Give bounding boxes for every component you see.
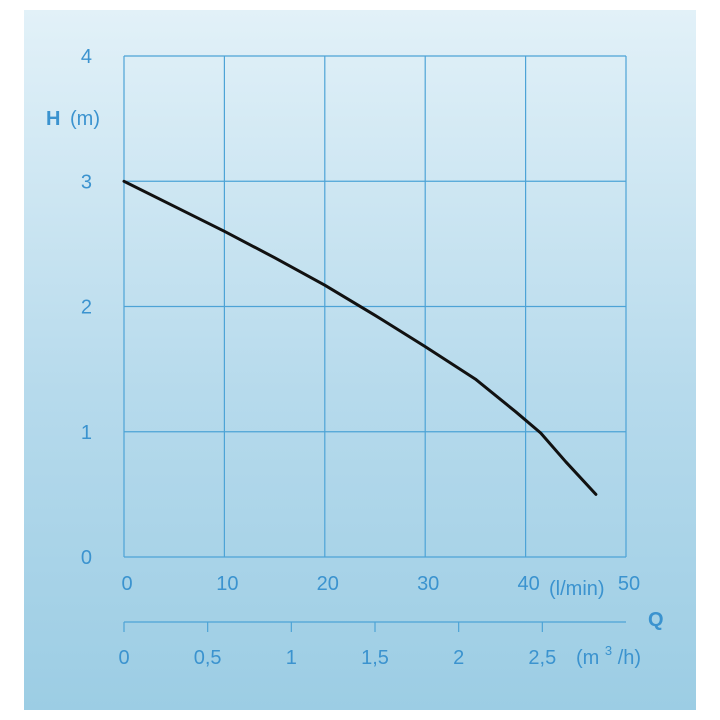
- series-line: [122, 179, 598, 496]
- x-tick-label: 30: [417, 573, 439, 595]
- pump-curve-chart: 0 1 2 3 4 0 10 20 30 40 50 0 0,5 1 1,5 2 2,5 H (m) (l/…: [46, 46, 664, 669]
- x-tick-label: 50: [618, 573, 640, 595]
- x2-unit-sup: 3: [605, 643, 612, 658]
- x2-tick-label: 0: [118, 647, 129, 669]
- x2-axis-unit: (m 3 /h): [576, 638, 641, 669]
- x-tick-label: 0: [121, 573, 132, 595]
- y-axis-label: H (m): [46, 108, 100, 130]
- x2-tick-label: 1: [286, 647, 297, 669]
- x2-tick-label: 0,5: [194, 647, 222, 669]
- x2-unit-tail: /h): [618, 647, 641, 669]
- x-axis-unit: (l/min): [549, 578, 605, 600]
- x-axis-symbol: Q: [648, 609, 664, 631]
- x2-tick-label: 2,5: [528, 647, 556, 669]
- grid: [123, 55, 627, 558]
- y-tick-label: 1: [81, 422, 92, 444]
- y-tick-label: 0: [81, 547, 92, 569]
- y-tick-labels: 0 1 2 3 4: [81, 46, 92, 569]
- x-tick-label: 20: [317, 573, 339, 595]
- chart-panel: 0 1 2 3 4 0 10 20 30 40 50 0 0,5 1 1,5 2 2,5 H (m) (l/…: [24, 10, 696, 710]
- y-axis-symbol: H: [46, 108, 60, 130]
- x2-unit-base: (m: [576, 647, 599, 669]
- x-tick-labels: 0 10 20 30 40 50: [121, 573, 640, 595]
- x-tick-label: 10: [216, 573, 238, 595]
- x-tick-label: 40: [517, 573, 539, 595]
- secondary-x-axis: 0 0,5 1 1,5 2 2,5: [118, 621, 626, 669]
- y-tick-label: 4: [81, 46, 92, 68]
- x2-tick-label: 1,5: [361, 647, 389, 669]
- y-tick-label: 2: [81, 297, 92, 319]
- x2-tick-label: 2: [453, 647, 464, 669]
- y-tick-label: 3: [81, 171, 92, 193]
- y-axis-unit: (m): [70, 108, 100, 130]
